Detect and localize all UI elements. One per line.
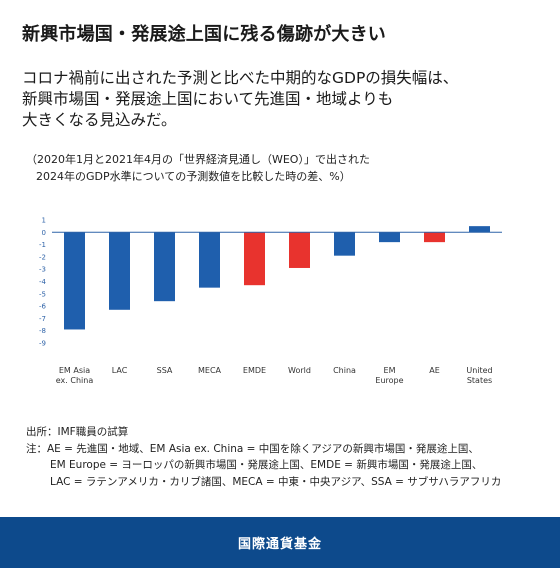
bar <box>379 232 400 243</box>
note-line: EM Europe = ヨーロッパの新興市場国・発展途上国、EMDE = 新興市… <box>50 459 483 471</box>
x-tick-label: China <box>333 366 356 375</box>
bar <box>244 232 265 286</box>
x-tick-label: AE <box>429 366 440 375</box>
subtitle-line: 大きくなる見込みだ。 <box>22 111 177 129</box>
bar <box>469 226 490 233</box>
x-tick-label: United <box>466 366 492 375</box>
x-tick-label: Europe <box>375 376 403 385</box>
footer-bar: 国際通貨基金 <box>0 517 560 568</box>
y-tick-label: -8 <box>39 327 46 335</box>
x-tick-label: ex. China <box>56 376 94 385</box>
bar <box>289 232 310 268</box>
caption-line: 2024年のGDP水準についての予測数値を比較した時の差、%） <box>36 170 351 183</box>
note-line: LAC = ラテンアメリカ・カリブ諸国、MECA = 中東・中央アジア、SSA … <box>50 475 502 488</box>
bar <box>424 232 445 243</box>
subtitle-line: 新興市場国・発展途上国において先進国・地域よりも <box>22 90 394 108</box>
source-note: 出所：IMF職員の試算 <box>26 426 129 438</box>
x-tick-label: EM Asia <box>59 366 90 375</box>
y-tick-label: 0 <box>42 229 46 237</box>
chart-notes: 出所：IMF職員の試算 注：AE = 先進国・地域、EM Asia ex. Ch… <box>26 424 501 490</box>
y-tick-label: -2 <box>39 253 46 261</box>
bar <box>109 232 130 310</box>
subtitle-line: コロナ禍前に出された予測と比べた中期的なGDPの損失幅は、 <box>22 69 459 87</box>
x-tick-label: MECA <box>198 366 222 375</box>
x-tick-label: EMDE <box>243 366 266 375</box>
x-tick-label: World <box>288 366 311 375</box>
caption-line: （2020年1月と2021年4月の「世界経済見通し（WEO）」で出された <box>26 153 370 166</box>
bar <box>64 232 85 330</box>
bar <box>334 232 355 256</box>
x-tick-label: SSA <box>157 366 173 375</box>
x-tick-label: States <box>467 376 492 385</box>
subtitle: コロナ禍前に出された予測と比べた中期的なGDPの損失幅は、 新興市場国・発展途上… <box>22 68 542 131</box>
y-tick-label: -3 <box>39 266 46 274</box>
y-tick-label: 1 <box>42 217 46 225</box>
y-tick-label: -5 <box>39 290 46 298</box>
bar <box>154 232 175 302</box>
x-tick-label: EM <box>384 366 396 375</box>
y-tick-label: -7 <box>39 315 46 323</box>
chart-title: 新興市場国・発展途上国に残る傷跡が大きい <box>22 24 386 45</box>
y-tick-label: -4 <box>39 278 47 286</box>
footer-org-name: 国際通貨基金 <box>237 537 322 552</box>
note-line: 注：AE = 先進国・地域、EM Asia ex. China = 中国を除くア… <box>26 442 479 455</box>
y-tick-label: -1 <box>39 241 46 249</box>
x-tick-label: LAC <box>112 366 128 375</box>
y-tick-label: -9 <box>39 340 46 348</box>
chart-caption: （2020年1月と2021年4月の「世界経済見通し（WEO）」で出された 202… <box>26 151 370 185</box>
bar <box>199 232 220 288</box>
y-tick-label: -6 <box>39 303 47 311</box>
